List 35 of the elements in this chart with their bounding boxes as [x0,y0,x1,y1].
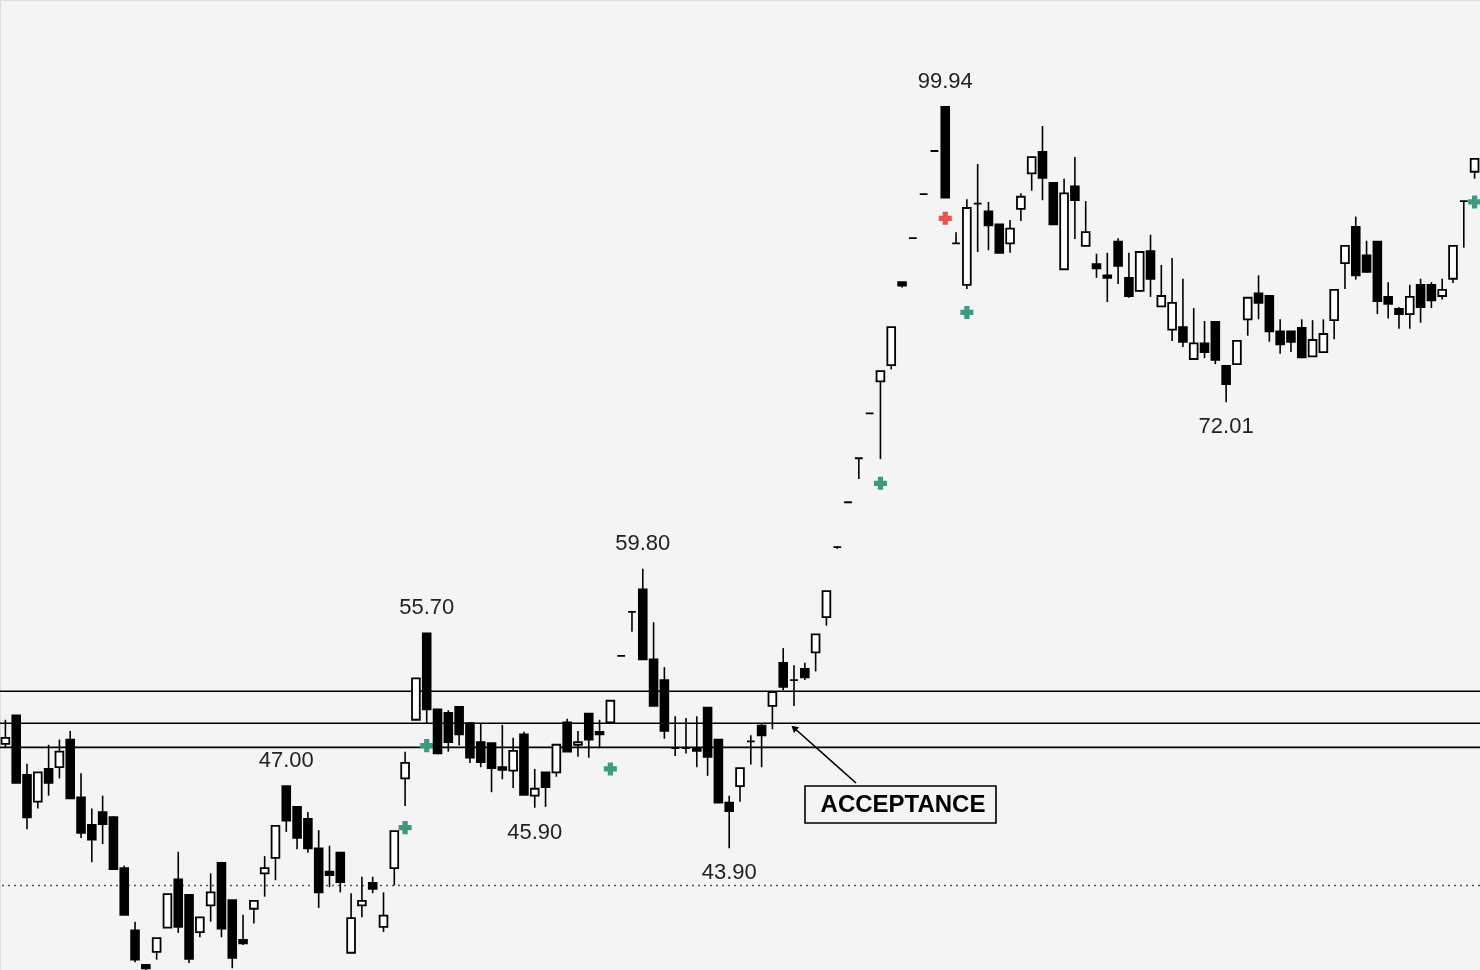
point [873,476,887,490]
candlestick [1221,365,1231,403]
candlestick [1318,318,1329,353]
annotation: 55.70 [399,594,455,620]
annotation: 45.90 [507,818,563,844]
candlestick [1026,156,1037,192]
annotation: 47.00 [258,747,314,773]
point [603,762,617,776]
candlestick [1080,200,1091,247]
point [420,739,434,753]
point [938,211,952,225]
candlestick [1102,252,1113,303]
candlestick [378,891,389,933]
candlestick [357,876,367,919]
candlestick [205,872,216,923]
candlestick [249,900,259,925]
candlestick [324,844,335,888]
annotation: 72.01 [1198,413,1254,439]
candlestick [1232,339,1242,366]
point [1468,195,1480,209]
candlestick [1091,252,1102,279]
annotation: ACCEPTANCE [820,790,986,817]
candlestick [540,771,551,808]
candlestick [735,767,745,803]
annotation: 99.94 [917,68,973,94]
point [398,821,412,835]
annotation: 43.90 [701,859,757,885]
point [960,305,974,319]
candlestick [259,855,270,898]
candlestick [400,750,410,807]
candlestick [875,370,886,460]
annotation: 59.80 [615,529,671,555]
candlestick [151,937,162,961]
candlestick [1016,192,1026,222]
candlestick [810,633,821,673]
